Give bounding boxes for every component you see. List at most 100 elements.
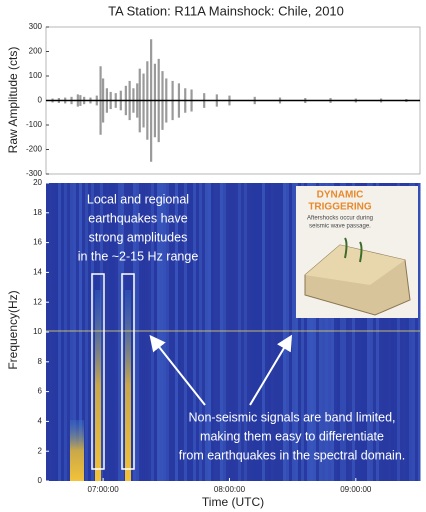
texture-strip [268, 183, 271, 481]
texture-strip [280, 183, 283, 481]
texture-strip [115, 183, 118, 481]
texture-strip [166, 183, 169, 481]
texture-strip [136, 183, 139, 481]
texture-strip [220, 183, 223, 481]
y-tick-label: -200 [26, 145, 43, 154]
texture-strip [397, 183, 400, 481]
texture-strip [238, 183, 241, 481]
x-tick-label: 07:00:00 [88, 485, 120, 494]
texture-strip [292, 183, 295, 481]
texture-strip [376, 183, 379, 481]
texture-strip [298, 183, 301, 481]
texture-strip [388, 183, 391, 481]
texture-strip [328, 183, 331, 481]
texture-strip [391, 183, 394, 481]
texture-strip [76, 183, 79, 481]
texture-strip [322, 183, 325, 481]
texture-strip [373, 183, 376, 481]
texture-strip [403, 183, 406, 481]
texture-strip [61, 183, 64, 481]
texture-strip [319, 183, 322, 481]
inset [296, 186, 418, 318]
annotation: Local and regional [87, 192, 189, 206]
inset-title: DYNAMIC [317, 190, 364, 201]
texture-strip [382, 183, 385, 481]
texture-strip [148, 183, 151, 481]
annotation: making them easy to differentiate [200, 429, 384, 443]
texture-strip [157, 183, 160, 481]
texture-strip [337, 183, 340, 481]
arrow [249, 334, 293, 406]
texture-strip [79, 183, 82, 481]
texture-strip [82, 183, 85, 481]
texture-strip [289, 183, 292, 481]
texture-strip [394, 183, 397, 481]
texture-strip [262, 183, 265, 481]
texture-strip [187, 183, 190, 481]
texture-strip [223, 183, 226, 481]
texture-strip [412, 183, 415, 481]
texture-strip [160, 183, 163, 481]
texture-strip [85, 183, 88, 481]
texture-strip [406, 183, 409, 481]
texture-strip [286, 183, 289, 481]
highlight-box [121, 273, 135, 470]
texture-strip [256, 183, 259, 481]
texture-strip [364, 183, 367, 481]
inset-caption: Aftershocks occur during [307, 216, 373, 222]
texture-strip [172, 183, 175, 481]
texture-strip [73, 183, 76, 481]
arrow [149, 334, 206, 406]
texture-strip [67, 183, 70, 481]
y-tick-label: 16 [33, 238, 42, 247]
y-tick-label: 2 [38, 446, 43, 455]
texture-strip [409, 183, 412, 481]
y-tick-label: 20 [33, 178, 42, 187]
texture-strip [142, 183, 145, 481]
spectrogram-texture [46, 183, 421, 481]
texture-strip [229, 183, 232, 481]
eq-energy [70, 420, 84, 481]
texture-strip [226, 183, 229, 481]
texture-strip [145, 183, 148, 481]
annotation: in the ~2-15 Hz range [78, 249, 199, 263]
texture-strip [112, 183, 115, 481]
texture-strip [241, 183, 244, 481]
y-tick-label: 300 [29, 22, 43, 31]
texture-strip [331, 183, 334, 481]
texture-strip [205, 183, 208, 481]
texture-strip [58, 183, 61, 481]
texture-strip [244, 183, 247, 481]
texture-strip [100, 183, 103, 481]
x-axis-label: Time (UTC) [202, 495, 264, 509]
texture-strip [415, 183, 418, 481]
texture-strip [355, 183, 358, 481]
inset-caption: seismic wave passage. [309, 224, 371, 230]
y-tick-label: 200 [29, 47, 43, 56]
texture-strip [55, 183, 58, 481]
waveform-panel: -300 -200 -100 0 100 200 300 [26, 22, 420, 178]
texture-strip [343, 183, 346, 481]
annotation: from earthquakes in the spectral domain. [179, 448, 406, 462]
texture-strip [418, 183, 421, 481]
y-tick-label: 0 [38, 476, 43, 485]
texture-strip [367, 183, 370, 481]
texture-strip [151, 183, 154, 481]
texture-strip [247, 183, 250, 481]
texture-strip [379, 183, 382, 481]
texture-strip [169, 183, 172, 481]
y-tick-label: 14 [33, 268, 42, 277]
texture-strip [283, 183, 286, 481]
texture-strip [307, 183, 310, 481]
y-axis-label: Frequency(Hz) [6, 290, 20, 369]
texture-strip [346, 183, 349, 481]
y-tick-label: 10 [33, 327, 42, 336]
texture-strip [202, 183, 205, 481]
highlight-box [91, 273, 105, 470]
texture-strip [295, 183, 298, 481]
texture-strip [70, 183, 73, 481]
texture-strip [208, 183, 211, 481]
texture-strip [370, 183, 373, 481]
texture-strip [325, 183, 328, 481]
